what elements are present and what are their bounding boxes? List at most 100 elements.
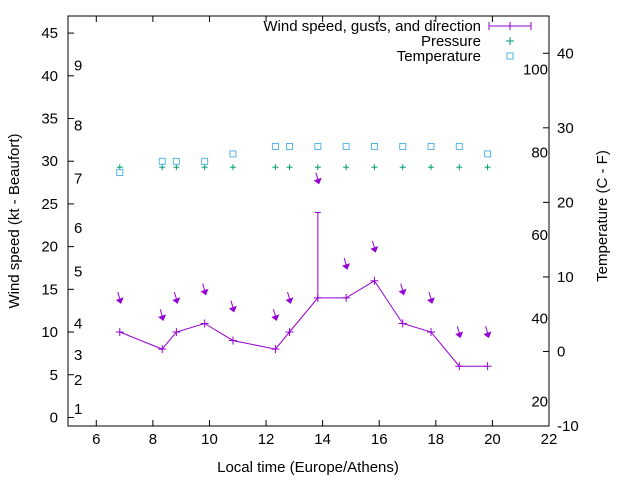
x-tick-label: 18 <box>427 431 444 448</box>
temperature-point <box>172 157 180 165</box>
fahrenheit-label: 40 <box>531 311 548 328</box>
pressure-point <box>371 164 378 171</box>
y2-tick-label: 30 <box>557 120 574 137</box>
temperature-point <box>427 142 435 150</box>
y-tick-label: 10 <box>41 324 58 341</box>
y2-tick-label: 20 <box>557 194 574 211</box>
temperature-point <box>229 150 237 158</box>
beaufort-label: 3 <box>74 347 82 364</box>
beaufort-label: 4 <box>74 316 82 333</box>
legend-sample-temperature <box>506 52 514 60</box>
wind-direction-arrow <box>158 309 167 322</box>
y2-tick-label: 0 <box>557 343 565 360</box>
wind-arrow-head <box>285 297 294 304</box>
pressure-point <box>159 164 166 171</box>
wind-point <box>370 276 379 285</box>
beaufort-label: 8 <box>74 117 82 134</box>
beaufort-label: 7 <box>74 170 82 187</box>
beaufort-label: 2 <box>74 372 82 389</box>
pressure-point <box>343 164 350 171</box>
pressure-point <box>484 164 491 171</box>
wind-point <box>172 328 181 337</box>
wind-direction-arrow <box>271 309 280 322</box>
wind-direction-arrow <box>172 292 181 304</box>
wind-point <box>455 362 464 371</box>
x-tick-label: 20 <box>484 431 501 448</box>
pressure-point <box>456 164 463 171</box>
wind-direction-arrow <box>313 172 322 185</box>
y2-tick-label: 40 <box>557 45 574 62</box>
x-tick-label: 8 <box>149 431 157 448</box>
temperature-point <box>342 142 350 150</box>
wind-arrow-head <box>115 297 124 304</box>
pressure-point <box>173 164 180 171</box>
wind-point <box>483 362 492 371</box>
legend: Wind speed, gusts, and direction Pressur… <box>263 18 532 65</box>
wind-arrow-head <box>158 314 167 322</box>
wind-arrow-head <box>271 314 280 322</box>
fahrenheit-label: 100 <box>523 62 548 79</box>
x-tick-label: 22 <box>541 431 558 448</box>
y-tick-label: 5 <box>50 367 58 384</box>
wind-point <box>158 345 167 354</box>
temperature-point <box>370 142 378 150</box>
wind-speed-line <box>119 280 488 367</box>
temperature-point <box>399 142 407 150</box>
wind-direction-arrow <box>228 300 237 313</box>
y2-axis-label: Temperature (C - F) <box>594 150 611 282</box>
temperature-point <box>484 150 492 158</box>
y-tick-label: 15 <box>41 281 58 298</box>
y-tick-label: 40 <box>41 68 58 85</box>
wind-point <box>115 328 124 337</box>
wind-point <box>285 328 294 337</box>
pressure-point <box>399 164 406 171</box>
x-tick-label: 10 <box>201 431 218 448</box>
y-tick-label: 35 <box>41 111 58 128</box>
y-tick-label: 25 <box>41 196 58 213</box>
beaufort-label: 6 <box>74 220 82 237</box>
wind-point <box>271 345 280 354</box>
x-axis-label: Local time (Europe/Athens) <box>217 459 399 476</box>
wind-arrow-head <box>313 177 322 185</box>
temperature-point <box>158 157 166 165</box>
wind-direction-arrow <box>426 292 435 304</box>
wind-point <box>342 293 351 302</box>
pressure-point <box>201 164 208 171</box>
temperature-point <box>116 169 124 177</box>
wind-direction-arrow <box>370 240 379 253</box>
wind-direction-arrow <box>200 283 209 296</box>
legend-sample-pressure <box>506 37 514 45</box>
wind-arrow-head <box>426 297 435 304</box>
y2-tick-label: -10 <box>557 418 579 435</box>
wind-arrow-head <box>342 263 350 270</box>
wind-direction-arrow <box>285 292 294 304</box>
legend-sample-wind <box>488 22 532 30</box>
fahrenheit-label: 60 <box>531 227 548 244</box>
x-tick-label: 14 <box>314 431 331 448</box>
pressure-point <box>272 164 279 171</box>
wind-direction-arrow <box>455 326 464 339</box>
wind-arrow-head <box>483 331 492 339</box>
wind-arrow-head <box>455 331 464 339</box>
x-tick-label: 6 <box>92 431 100 448</box>
temperature-point <box>201 157 209 165</box>
pressure-point <box>314 164 321 171</box>
temperature-point <box>271 142 279 150</box>
temperature-point <box>286 142 294 150</box>
pressure-point <box>286 164 293 171</box>
beaufort-label: 9 <box>74 58 82 75</box>
wind-arrow-head <box>172 297 181 304</box>
fahrenheit-label: 80 <box>531 144 548 161</box>
wind-arrow-head <box>228 305 237 313</box>
y-tick-label: 20 <box>41 239 58 256</box>
y-axis-label: Wind speed (kt - Beaufort) <box>6 133 23 308</box>
wind-direction-arrow <box>398 283 407 296</box>
wind-direction-arrow <box>342 257 350 270</box>
wind-point <box>427 328 436 337</box>
temperature-point <box>314 142 322 150</box>
beaufort-label: 1 <box>74 401 82 418</box>
x-tick-label: 12 <box>258 431 275 448</box>
wind-point <box>200 319 209 328</box>
wind-direction-arrow <box>483 326 492 339</box>
